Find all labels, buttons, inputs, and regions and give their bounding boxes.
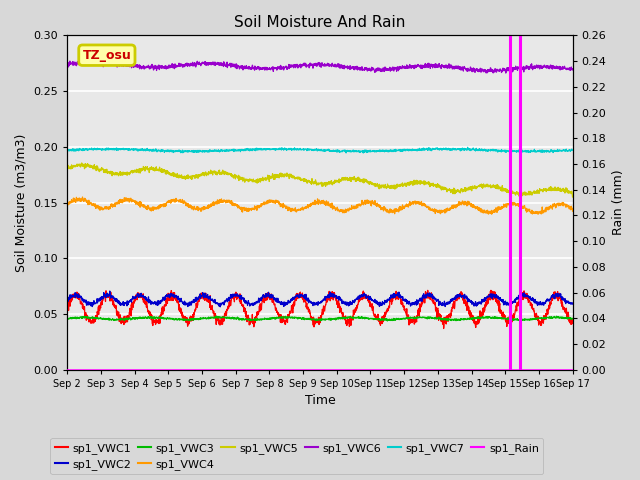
Legend: sp1_VWC1, sp1_VWC2, sp1_VWC3, sp1_VWC4, sp1_VWC5, sp1_VWC6, sp1_VWC7, sp1_Rain: sp1_VWC1, sp1_VWC2, sp1_VWC3, sp1_VWC4, … xyxy=(51,438,543,474)
Title: Soil Moisture And Rain: Soil Moisture And Rain xyxy=(234,15,406,30)
Text: TZ_osu: TZ_osu xyxy=(83,48,131,62)
Y-axis label: Soil Moisture (m3/m3): Soil Moisture (m3/m3) xyxy=(15,133,28,272)
Y-axis label: Rain (mm): Rain (mm) xyxy=(612,170,625,235)
X-axis label: Time: Time xyxy=(305,395,335,408)
